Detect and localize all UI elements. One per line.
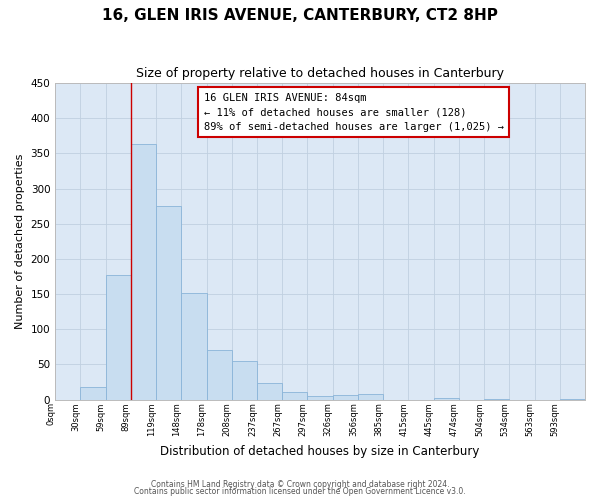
Bar <box>307 396 332 400</box>
X-axis label: Distribution of detached houses by size in Canterbury: Distribution of detached houses by size … <box>160 444 480 458</box>
Bar <box>181 294 206 400</box>
Bar <box>560 399 585 400</box>
Bar <box>156 206 181 400</box>
Bar <box>131 144 156 400</box>
Bar <box>257 384 282 400</box>
Text: 16, GLEN IRIS AVENUE, CANTERBURY, CT2 8HP: 16, GLEN IRIS AVENUE, CANTERBURY, CT2 8H… <box>102 8 498 22</box>
Bar <box>332 396 358 400</box>
Text: 16 GLEN IRIS AVENUE: 84sqm
← 11% of detached houses are smaller (128)
89% of sem: 16 GLEN IRIS AVENUE: 84sqm ← 11% of deta… <box>203 92 503 132</box>
Bar <box>206 350 232 400</box>
Bar <box>358 394 383 400</box>
Bar <box>232 361 257 400</box>
Bar <box>434 398 459 400</box>
Title: Size of property relative to detached houses in Canterbury: Size of property relative to detached ho… <box>136 68 504 80</box>
Text: Contains HM Land Registry data © Crown copyright and database right 2024.: Contains HM Land Registry data © Crown c… <box>151 480 449 489</box>
Bar <box>106 275 131 400</box>
Text: Contains public sector information licensed under the Open Government Licence v3: Contains public sector information licen… <box>134 488 466 496</box>
Y-axis label: Number of detached properties: Number of detached properties <box>15 154 25 329</box>
Bar <box>484 399 509 400</box>
Bar <box>80 387 106 400</box>
Bar <box>282 392 307 400</box>
